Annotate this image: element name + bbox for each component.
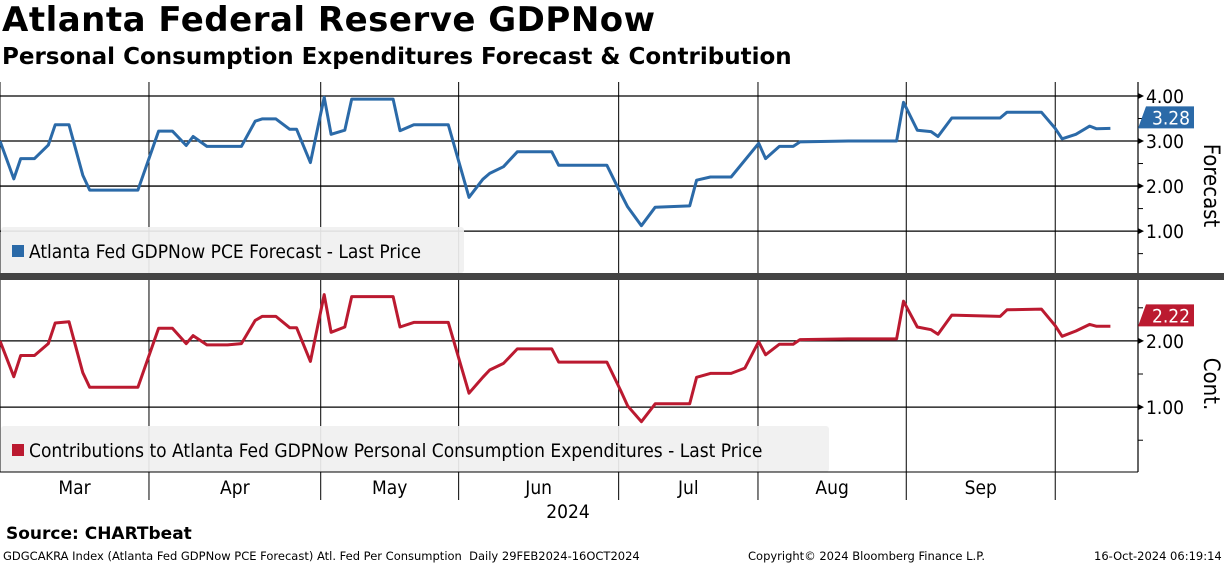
panel-separator [0, 273, 1224, 280]
legend-label: Contributions to Atlanta Fed GDPNow Pers… [29, 440, 762, 462]
y-tick-label: 1.00 [1146, 221, 1184, 243]
legend-swatch [12, 245, 24, 257]
y-tick-arrow [1138, 228, 1144, 235]
chart-subtitle: Personal Consumption Expenditures Foreca… [2, 44, 792, 70]
series-line [0, 293, 1111, 424]
series-line [0, 95, 1111, 228]
last-value-tag [1138, 304, 1194, 327]
legend-swatch [12, 444, 24, 456]
y-tick-arrow [1138, 337, 1144, 344]
y-axis-title: Cont. [1198, 358, 1223, 411]
footer-copyright: Copyright© 2024 Bloomberg Finance L.P. [748, 549, 985, 563]
last-value-label: 3.28 [1152, 107, 1190, 129]
x-tick-label: Mar [58, 477, 91, 499]
x-tick-label: Sep [965, 477, 997, 499]
y-tick-arrow [1138, 92, 1144, 99]
x-tick-label: Aug [815, 477, 848, 499]
last-value-label: 2.22 [1152, 305, 1190, 327]
y-tick-arrow [1138, 138, 1144, 145]
y-tick-label: 2.00 [1146, 176, 1184, 198]
y-tick-label: 3.00 [1146, 131, 1184, 153]
chart-title: Atlanta Federal Reserve GDPNow [2, 0, 656, 40]
legend-box [1, 426, 829, 472]
y-tick-label: 1.00 [1146, 397, 1184, 419]
y-axis-title: Forecast [1198, 144, 1223, 228]
y-tick-label: 4.00 [1146, 86, 1184, 108]
source-label: Source: CHARTbeat [6, 524, 192, 544]
y-tick-arrow [1138, 183, 1144, 190]
x-year-label: 2024 [546, 501, 590, 523]
y-tick-arrow [1138, 404, 1144, 411]
x-tick-label: Jul [677, 477, 699, 499]
legend-label: Atlanta Fed GDPNow PCE Forecast - Last P… [29, 241, 421, 263]
x-tick-label: May [372, 477, 407, 499]
legend-box [1, 227, 464, 273]
footer-timestamp: 16-Oct-2024 06:19:14 [1094, 549, 1222, 563]
last-value-tag [1138, 106, 1194, 129]
x-tick-label: Apr [220, 477, 251, 499]
x-tick-label: Jun [524, 477, 552, 499]
y-tick-label: 2.00 [1146, 331, 1184, 353]
footer-description: GDGCAKRA Index (Atlanta Fed GDPNow PCE F… [3, 549, 640, 563]
